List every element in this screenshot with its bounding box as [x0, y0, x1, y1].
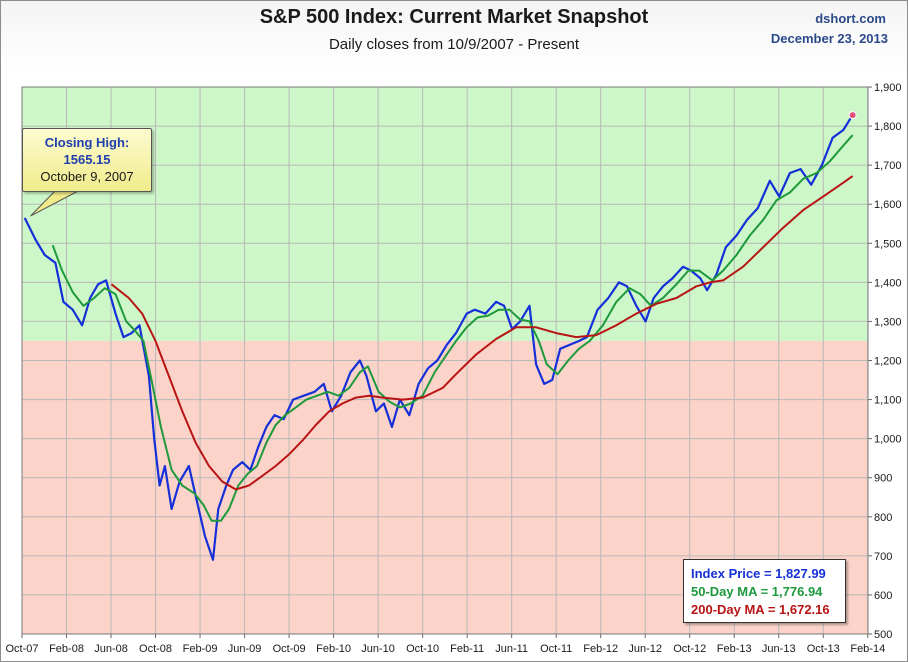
callout-box: Closing High: 1565.15 October 9, 2007	[22, 128, 152, 192]
y-tick-label: 600	[874, 590, 892, 602]
chart-title: S&P 500 Index: Current Market Snapshot	[259, 6, 649, 28]
above-threshold-zone	[22, 87, 868, 341]
y-tick-label: 1,900	[874, 82, 902, 94]
x-tick-label: Jun-13	[762, 643, 796, 655]
series-50-day-ma	[51, 134, 854, 522]
y-tick-label: 1,000	[874, 434, 902, 446]
x-tick-label: Oct-11	[540, 643, 572, 655]
closing-high-callout: Closing High: 1565.15 October 9, 2007	[22, 128, 152, 192]
date-label: December 23, 2013	[770, 31, 888, 46]
last-price-marker	[848, 111, 857, 120]
x-tick-label: Feb-12	[583, 643, 618, 655]
callout-value: 1565.15	[63, 152, 111, 167]
x-tick-label: Feb-10	[316, 643, 351, 655]
y-tick-label: 700	[874, 551, 892, 563]
y-tick-label: 1,800	[874, 121, 902, 133]
x-tick-label: Jun-08	[94, 643, 128, 655]
plot-border	[21, 86, 869, 635]
legend-box: Index Price = 1,827.99 50-Day MA = 1,776…	[683, 559, 846, 623]
legend-ma50: 50-Day MA = 1,776.94	[691, 584, 823, 599]
callout-date: October 9, 2007	[40, 169, 134, 184]
x-tick-label: Feb-13	[717, 643, 752, 655]
x-tick-label: Oct-08	[139, 643, 172, 655]
y-tick-label: 1,400	[874, 277, 902, 289]
source-label: dshort.com	[815, 11, 886, 26]
y-tick-label: 500	[874, 629, 892, 641]
legend-index-price: Index Price = 1,827.99	[691, 566, 826, 581]
y-tick-label: 1,600	[874, 199, 902, 211]
series-200-day-ma	[110, 175, 854, 491]
x-tick-label: Oct-10	[406, 643, 439, 655]
x-tick-label: Oct-07	[5, 643, 38, 655]
y-tick-label: 800	[874, 512, 892, 524]
chart-subtitle: Daily closes from 10/9/2007 - Present	[328, 36, 580, 53]
y-tick-label: 1,100	[874, 395, 902, 407]
series-index-price	[23, 114, 854, 561]
x-tick-label: Jun-10	[361, 643, 395, 655]
y-tick-label: 900	[874, 473, 892, 485]
x-tick-label: Feb-14	[850, 643, 885, 655]
y-tick-label: 1,200	[874, 356, 902, 368]
x-tick-label: Oct-09	[273, 643, 306, 655]
y-tick-label: 1,300	[874, 316, 902, 328]
x-tick-label: Feb-08	[49, 643, 84, 655]
x-tick-label: Jun-12	[628, 643, 662, 655]
x-tick-label: Oct-12	[673, 643, 706, 655]
callout-heading: Closing High:	[44, 135, 130, 150]
legend-ma200: 200-Day MA = 1,672.16	[691, 602, 830, 617]
x-tick-label: Feb-09	[183, 643, 218, 655]
x-tick-label: Oct-13	[807, 643, 840, 655]
x-tick-label: Jun-11	[495, 643, 528, 655]
y-tick-label: 1,700	[874, 160, 902, 172]
x-tick-label: Feb-11	[450, 643, 484, 655]
x-tick-label: Jun-09	[228, 643, 262, 655]
y-tick-label: 1,500	[874, 238, 902, 250]
